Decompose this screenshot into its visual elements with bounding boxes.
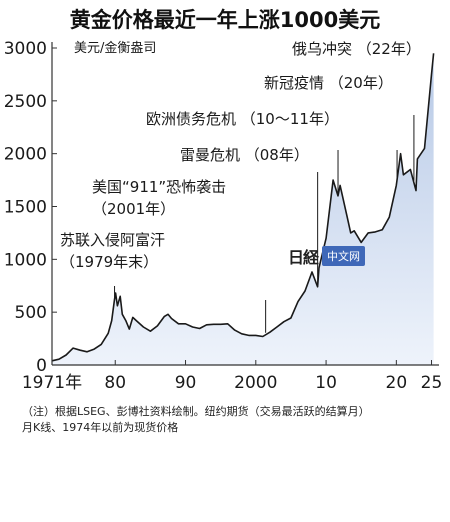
annotation-text: 苏联入侵阿富汗 bbox=[60, 231, 165, 249]
y-tick-label: 2000 bbox=[4, 145, 47, 165]
y-tick-label: 3000 bbox=[4, 39, 47, 59]
y-tick-label: 500 bbox=[15, 303, 47, 323]
footnote-line-1: （注）根据LSEG、彭博社资料绘制。纽约期货（交易最活跃的结算月） bbox=[22, 405, 370, 418]
y-tick-label: 2500 bbox=[4, 92, 47, 112]
annotation-text: （2001年） bbox=[92, 200, 175, 218]
x-tick-label: 20 bbox=[386, 373, 408, 393]
chart-title: 黄金价格最近一年上涨1000美元 bbox=[69, 8, 381, 32]
x-tick-label: 10 bbox=[315, 373, 337, 393]
x-tick-label: 80 bbox=[104, 373, 126, 393]
x-tick-label: 90 bbox=[175, 373, 197, 393]
watermark-label: 中文网 bbox=[322, 246, 366, 266]
y-tick-label: 1000 bbox=[4, 250, 47, 270]
watermark-logo: 日経 bbox=[288, 248, 319, 267]
annotation: 欧洲债务危机 （10～11年） bbox=[146, 110, 339, 194]
annotation-text: 美国“911”恐怖袭击 bbox=[92, 178, 226, 196]
x-tick-label: 1971年 bbox=[22, 373, 82, 393]
annotation-text: 雷曼危机 （08年） bbox=[180, 146, 309, 164]
annotation: 新冠疫情 （20年） bbox=[264, 74, 398, 179]
y-tick-label: 1500 bbox=[4, 198, 47, 218]
annotation-text: （1979年末） bbox=[60, 253, 158, 271]
price-area bbox=[52, 53, 434, 366]
annotation: 俄乌冲突 （22年） bbox=[292, 40, 421, 181]
price-line bbox=[51, 53, 435, 362]
annotation: 雷曼危机 （08年） bbox=[180, 146, 319, 285]
annotation-text: 欧洲债务危机 （10～11年） bbox=[146, 110, 339, 128]
x-tick-label: 25 bbox=[421, 373, 443, 393]
gold-price-chart: 0 500 1000 1500 2000 2500 3000 1971年 80 90 2000 10 2… bbox=[4, 39, 443, 393]
annotation: 苏联入侵阿富汗 （1979年末） bbox=[60, 231, 165, 298]
x-tick-label: 2000 bbox=[234, 373, 277, 393]
y-tick-label: 0 bbox=[36, 356, 47, 376]
annotation: 美国“911”恐怖袭击 （2001年） bbox=[92, 178, 267, 333]
annotation-text: 俄乌冲突 （22年） bbox=[292, 40, 421, 58]
annotation-text: 新冠疫情 （20年） bbox=[264, 74, 393, 92]
y-axis-label: 美元/金衡盎司 bbox=[74, 40, 156, 56]
watermark: 日経 中文网 bbox=[288, 244, 366, 268]
footnote-line-2: 月K线、1974年以前为现货价格 bbox=[22, 421, 179, 434]
